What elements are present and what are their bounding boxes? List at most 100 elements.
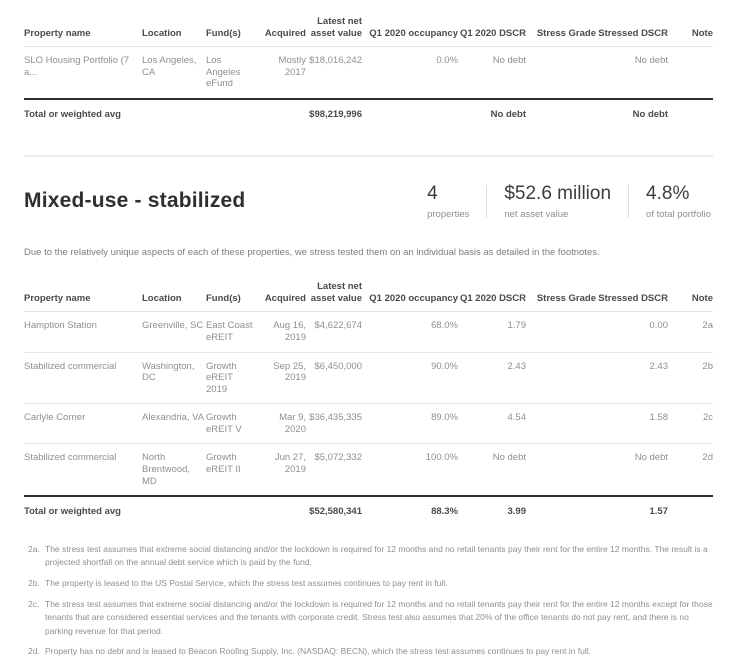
total-row: Total or weighted avg $98,219,996 No debt N… (24, 97, 713, 129)
footnote-id: 2a. (28, 543, 40, 554)
cell-stressed-dscr: 2.43 (596, 351, 668, 404)
footnote: 2d. Property has no debt and is leased to… (28, 645, 713, 659)
total-nav: $98,219,996 (306, 97, 362, 129)
stat-portfolio-share: 4.8% of total portfolio (629, 183, 713, 220)
cell-stressed-dscr: No debt (596, 443, 668, 497)
column-header-q1-dscr: Q1 2020 DSCR (458, 279, 526, 313)
total-acquired (256, 97, 306, 129)
total-location (142, 97, 206, 129)
total-funds (206, 97, 256, 129)
cell-location: North Brentwood, MD (142, 443, 206, 497)
cell-funds: East Coast eREIT (206, 320, 253, 343)
cell-funds: Los Angeles eFund (206, 55, 241, 90)
cell-location: Washington, DC (142, 351, 206, 404)
total-note (668, 97, 713, 129)
total-stressed-dscr: 1.57 (596, 495, 668, 526)
report-page: Property name Location Fund(s) Acquired Late… (24, 14, 713, 656)
cell-stress-grade (526, 351, 596, 404)
cell-stressed-dscr: 1.58 (596, 403, 668, 444)
stat-properties: 4 properties (410, 183, 486, 220)
cell-occupancy: 90.0% (362, 351, 458, 404)
total-location (142, 495, 206, 526)
cell-nav: $5,072,332 (306, 443, 362, 497)
stat-value: 4.8% (646, 183, 690, 205)
cell-note: 2c (668, 403, 713, 444)
table-row: Carlyle Corner Alexandria, VA Growth eREIT… (24, 403, 713, 444)
footnote-text: The stress test assumes that extreme soc… (45, 598, 713, 636)
footnote-id: 2d. (28, 646, 40, 657)
stat-divider (628, 185, 630, 219)
cell-acquired: Jun 27, 2019 (256, 443, 306, 497)
cell-location: Alexandria, VA (142, 403, 206, 444)
header-row: Property name Location Fund(s) Acquired Late… (24, 279, 713, 313)
cell-note (668, 47, 713, 99)
footnote: 2b. The property is leased to the US Post… (28, 577, 713, 591)
top-portfolio-table: Property name Location Fund(s) Acquired Late… (24, 14, 713, 129)
table-body: SLO Housing Portfolio (7 a... Los Angeles… (24, 47, 713, 99)
footnote: 2a. The stress test assumes that extreme … (28, 543, 713, 570)
cell-funds: Growth eREIT II (206, 443, 256, 497)
mixed-use-table: Property name Location Fund(s) Acquired Late… (24, 279, 713, 526)
total-funds (206, 495, 256, 526)
column-header-stressed-dscr: Stressed DSCR (596, 279, 668, 313)
total-occupancy (362, 97, 458, 129)
cell-nav: $4,622,674 (314, 320, 362, 332)
cell-occupancy: 0.0% (436, 55, 458, 67)
cell-nav: $36,435,335 (306, 403, 362, 444)
cell-funds: Growth eREIT V (206, 403, 256, 444)
table-row: SLO Housing Portfolio (7 a... Los Angeles… (24, 47, 713, 99)
total-q1-dscr: No debt (458, 97, 526, 129)
total-stress-grade (526, 97, 596, 129)
cell-stress-grade (526, 443, 596, 497)
cell-acquired: Mostly 2017 (278, 55, 306, 78)
cell-stress-grade (526, 47, 596, 99)
cell-stress-grade (526, 312, 596, 352)
cell-q1-dscr: No debt (458, 443, 526, 497)
table-row: Hamption Station Greenville, SC East Coast… (24, 312, 713, 352)
column-header-location: Location (142, 279, 206, 313)
column-header-location: Location (142, 14, 206, 48)
cell-occupancy: 100.0% (362, 443, 458, 497)
footnotes: 2a. The stress test assumes that extreme … (24, 543, 713, 659)
column-header-nav: Latest net asset value (306, 14, 362, 48)
column-header-funds: Fund(s) (206, 14, 256, 48)
cell-nav: $6,450,000 (306, 351, 362, 404)
column-header-stress-grade: Stress Grade (526, 279, 596, 313)
stat-net-asset-value: $52.6 million net asset value (487, 183, 628, 220)
cell-property: Carlyle Corner (24, 403, 142, 444)
cell-acquired: Aug 16, 2019 (273, 320, 306, 343)
cell-funds: Growth eREIT 2019 (206, 351, 256, 404)
header-row: Property name Location Fund(s) Acquired Late… (24, 14, 713, 48)
cell-q1-dscr: 4.54 (458, 403, 526, 444)
cell-acquired: Sep 25, 2019 (256, 351, 306, 404)
cell-nav: $18,016,242 (309, 55, 362, 67)
cell-occupancy: 89.0% (362, 403, 458, 444)
total-nav: $52,580,341 (306, 495, 362, 526)
stat-value: 4 (427, 183, 438, 205)
section-stats: 4 properties $52.6 million net asset val… (410, 183, 713, 220)
section-divider (24, 155, 713, 158)
section-header: Mixed-use - stabilized 4 properties $52.… (24, 183, 713, 220)
cell-location: Los Angeles, CA (142, 55, 197, 78)
column-header-stress-grade: Stress Grade (526, 14, 596, 48)
total-acquired (256, 495, 306, 526)
footnote-text: The stress test assumes that extreme soc… (45, 543, 708, 568)
column-header-property: Property name (24, 14, 142, 48)
column-header-stressed-dscr: Stressed DSCR (596, 14, 668, 48)
cell-stress-grade (526, 403, 596, 444)
total-property: Total or weighted avg (24, 97, 142, 129)
column-header-occupancy: Q1 2020 occupancy (362, 279, 458, 313)
total-occupancy: 88.3% (362, 495, 458, 526)
cell-note: 2b (668, 351, 713, 404)
column-header-note: Note (668, 279, 713, 313)
cell-property: SLO Housing Portfolio (7 a... (24, 55, 130, 78)
total-stressed-dscr: No debt (596, 97, 668, 129)
footnote-id: 2b. (28, 577, 40, 588)
footnote-id: 2c. (28, 598, 40, 609)
cell-note: 2d (668, 443, 713, 497)
column-header-property: Property name (24, 279, 142, 313)
column-header-nav: Latest net asset value (306, 279, 362, 313)
cell-property: Hamption Station (24, 320, 97, 332)
section-title: Mixed-use - stabilized (24, 189, 246, 213)
section-description: Due to the relatively unique aspects of … (24, 247, 600, 259)
